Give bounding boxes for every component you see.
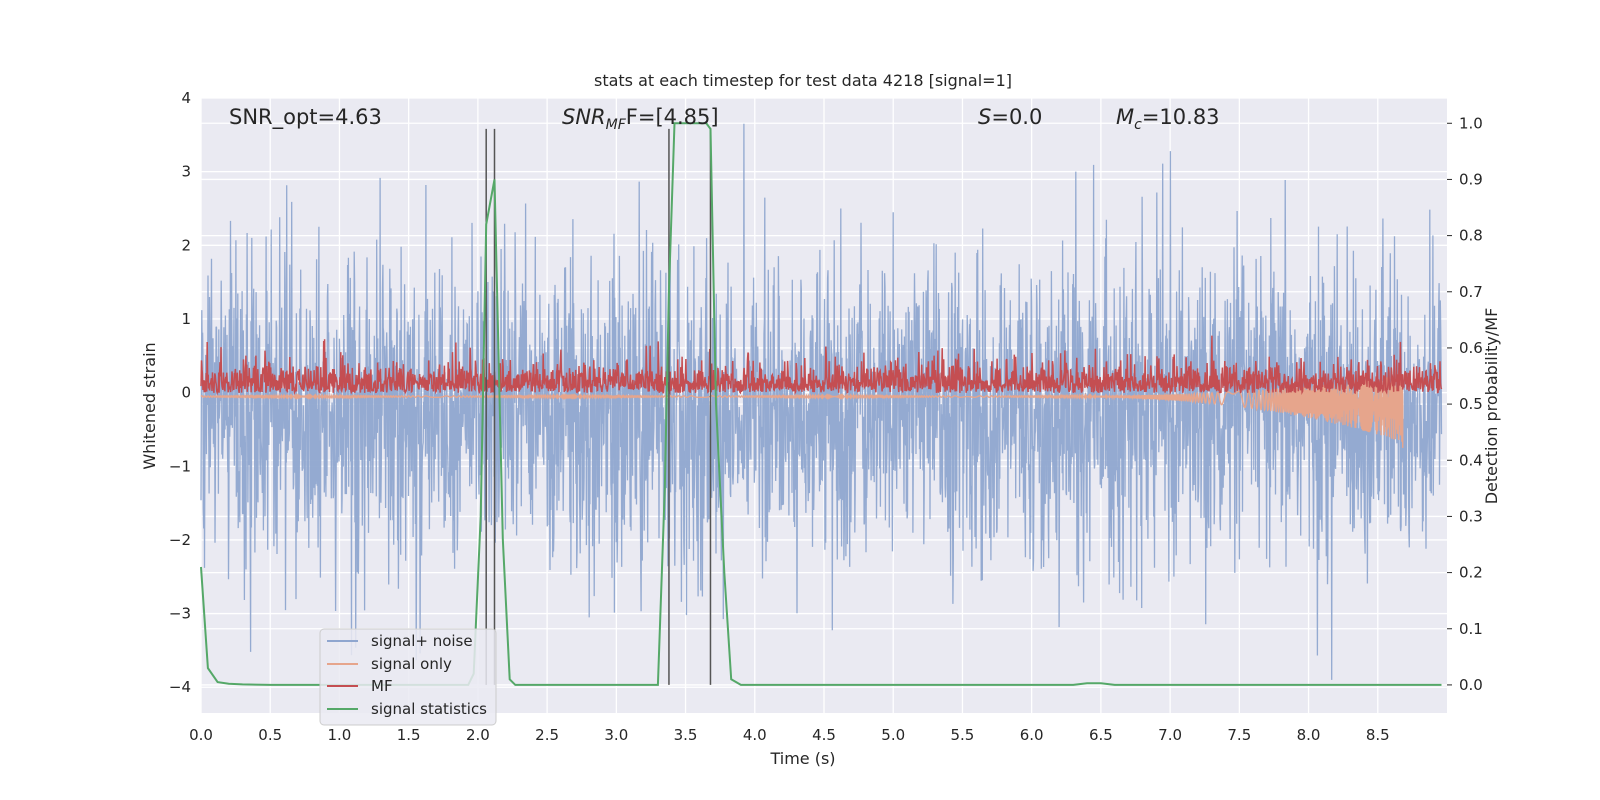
legend-label-signal-only: signal only xyxy=(371,655,452,673)
legend: signal+ noise signal only MF signal stat… xyxy=(319,628,497,726)
snr-mf-main: SNR xyxy=(562,105,606,129)
x-tick-label: 6.5 xyxy=(1089,726,1113,744)
series-signal-only xyxy=(200,375,1404,448)
y-right-tick-label: 0.6 xyxy=(1459,339,1483,357)
y-right-tick-label: 0.9 xyxy=(1459,170,1483,188)
x-tick-label: 0.5 xyxy=(258,726,282,744)
mc-subscript: c xyxy=(1134,117,1142,133)
y-tick-label: 2 xyxy=(181,236,191,254)
x-tick-label: 7.5 xyxy=(1227,726,1251,744)
legend-label-mf: MF xyxy=(371,677,393,695)
x-tick-label: 8.5 xyxy=(1366,726,1390,744)
y-right-tick-label: 1.0 xyxy=(1459,114,1483,132)
y-right-tick-label: 0.5 xyxy=(1459,395,1483,413)
snr-opt-annotation: SNR_opt=4.63 xyxy=(229,105,382,130)
x-tick-label: 4.0 xyxy=(743,726,767,744)
chart-title: stats at each timestep for test data 421… xyxy=(594,71,1012,90)
y-tick-label: −2 xyxy=(169,531,191,549)
snr-mf-annotation: SNRMFF=[4.85] xyxy=(562,105,719,133)
x-tick-label: 7.0 xyxy=(1158,726,1182,744)
series-mf xyxy=(200,335,1443,396)
mc-main: M xyxy=(1116,105,1134,129)
x-tick-label: 1.0 xyxy=(328,726,352,744)
x-tick-label: 3.0 xyxy=(604,726,628,744)
series-signal-plus-noise xyxy=(200,123,1443,680)
y-right-tick-label: 0.4 xyxy=(1459,451,1483,469)
x-tick-label: 0.0 xyxy=(189,726,213,744)
snr-mf-rest: F=[4.85] xyxy=(626,105,719,129)
y-right-tick-label: 0.1 xyxy=(1459,620,1483,638)
legend-box xyxy=(319,628,497,726)
y-right-tick-label: 0.3 xyxy=(1459,507,1483,525)
y-tick-label: −3 xyxy=(169,605,191,623)
y-axis-right-label: Detection probability/MF xyxy=(1482,308,1501,505)
y-right-tick-label: 0.2 xyxy=(1459,564,1483,582)
s-main: S xyxy=(978,105,991,129)
y-tick-label: 3 xyxy=(181,163,191,181)
s-rest: =0.0 xyxy=(991,105,1042,129)
s-annotation: S=0.0 xyxy=(978,105,1042,129)
axes: 0.0 0.5 1.0 1.5 2.0 2.5 3.0 3.5 4.0 4.5 5.0 5.5 6.0 6… xyxy=(169,89,1483,744)
y-right-tick-label: 0.0 xyxy=(1459,676,1483,694)
y-tick-label: −4 xyxy=(169,678,191,696)
legend-label-signal-statistics: signal statistics xyxy=(371,700,487,718)
y-right-tick-label: 0.7 xyxy=(1459,283,1483,301)
x-tick-label: 8.0 xyxy=(1297,726,1321,744)
x-tick-label: 3.5 xyxy=(674,726,698,744)
y-tick-label: 4 xyxy=(181,89,191,107)
y-tick-label: 1 xyxy=(181,310,191,328)
snr-mf-subscript: MF xyxy=(606,117,627,133)
x-tick-label: 1.5 xyxy=(397,726,421,744)
x-tick-label: 5.5 xyxy=(951,726,975,744)
x-axis-label: Time (s) xyxy=(769,749,835,768)
x-tick-label: 2.0 xyxy=(466,726,490,744)
y-axis-label: Whitened strain xyxy=(140,342,159,469)
x-tick-label: 6.0 xyxy=(1020,726,1044,744)
mc-annotation: Mc=10.83 xyxy=(1116,105,1220,133)
y-tick-label: −1 xyxy=(169,457,191,475)
x-tick-label: 2.5 xyxy=(535,726,559,744)
x-tick-label: 5.0 xyxy=(881,726,905,744)
y-right-tick-label: 0.8 xyxy=(1459,227,1483,245)
mc-rest: =10.83 xyxy=(1142,105,1220,129)
legend-label-signal-noise: signal+ noise xyxy=(371,632,473,650)
x-tick-label: 4.5 xyxy=(812,726,836,744)
y-tick-label: 0 xyxy=(181,384,191,402)
